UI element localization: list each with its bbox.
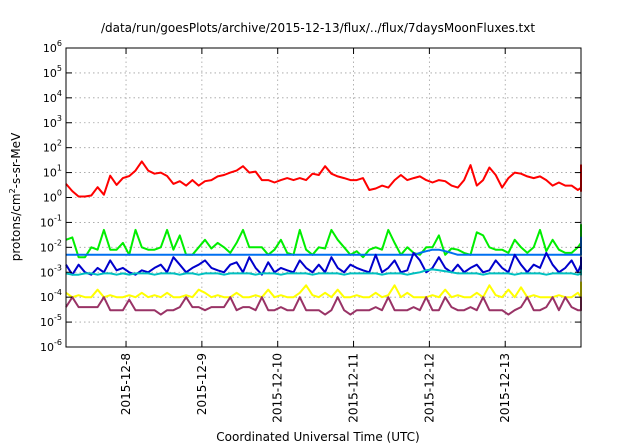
grid [66, 48, 581, 347]
y-axis-ticks: 10-6 10-5 10-4 10-3 10-2 10-1 100 101 102 103 104 1… [40, 39, 581, 354]
y-tick-label: 102 [43, 139, 62, 155]
y-axis-label-sup: 2 [8, 188, 17, 193]
y-tick-label: 101 [43, 164, 62, 180]
y-tick-label: 106 [43, 39, 62, 55]
y-tick-label: 10-2 [40, 238, 62, 254]
y-tick-label: 104 [43, 89, 62, 105]
series-group [65, 160, 582, 316]
series-line-6 [65, 281, 582, 299]
x-tick-label: 2015-12-12 [422, 353, 436, 423]
y-tick-label: 10-5 [40, 313, 62, 329]
series-line-3 [66, 236, 582, 256]
x-tick-label: 2015-12-13 [498, 353, 512, 423]
x-tick-label: 2015-12-8 [119, 353, 133, 415]
y-axis-label: protons/cm2-s-sr-MeV [8, 132, 23, 261]
y-tick-label: 10-4 [40, 288, 62, 304]
series-line-1 [65, 160, 582, 198]
series-line-5 [65, 268, 582, 276]
series-line-7 [65, 296, 582, 316]
x-axis-ticks: 2015-12-8 2015-12-9 2015-12-10 2015-12-11 20… [119, 48, 512, 423]
series-line-2 [65, 223, 582, 259]
y-axis-label-prefix: protons/cm [9, 193, 23, 261]
y-tick-label: 105 [43, 64, 62, 80]
y-tick-label: 10-1 [40, 213, 62, 229]
series-line-4 [65, 251, 582, 276]
y-axis-label-suffix: -s-sr-MeV [9, 132, 23, 188]
y-tick-label: 10-6 [40, 338, 62, 354]
x-tick-label: 2015-12-11 [347, 353, 361, 423]
x-tick-label: 2015-12-9 [195, 353, 209, 415]
chart-title: /data/run/goesPlots/archive/2015-12-13/f… [101, 21, 535, 35]
x-tick-label: 2015-12-10 [271, 353, 285, 423]
y-tick-label: 103 [43, 114, 62, 130]
x-axis-label: Coordinated Universal Time (UTC) [216, 430, 419, 444]
y-tick-label: 100 [43, 189, 62, 205]
y-tick-label: 10-3 [40, 263, 62, 279]
